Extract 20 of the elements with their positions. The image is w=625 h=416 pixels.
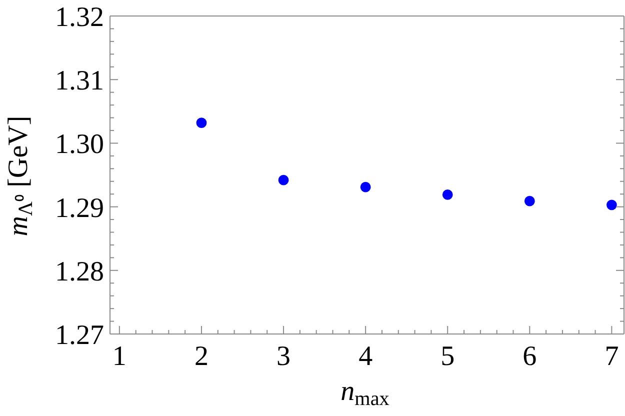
x-tick-label: 4: [358, 341, 373, 372]
point: [278, 174, 289, 186]
x-axis-title: n$_{max}$: [340, 376, 390, 410]
y-tick-label: 1.31: [55, 66, 104, 97]
y-tick-label: 1.28: [55, 256, 104, 288]
y-tick-label: 1.32: [55, 2, 104, 33]
y-tick-label: 1.27: [55, 320, 104, 351]
point: [360, 182, 371, 192]
point: [606, 200, 617, 210]
x-tick-label: 2: [194, 341, 208, 372]
y-tick-label: 1.29: [55, 192, 104, 224]
x-tick-label: 5: [440, 341, 455, 372]
x-tick-label: 1: [112, 341, 126, 372]
x-tick-label: 6: [522, 341, 537, 372]
point: [442, 190, 453, 200]
y-tick-label: 1.30: [55, 129, 104, 160]
point: [196, 118, 207, 128]
x-tick-label: 7: [604, 341, 619, 372]
x-tick-label: 3: [276, 341, 291, 372]
point: [524, 196, 535, 206]
